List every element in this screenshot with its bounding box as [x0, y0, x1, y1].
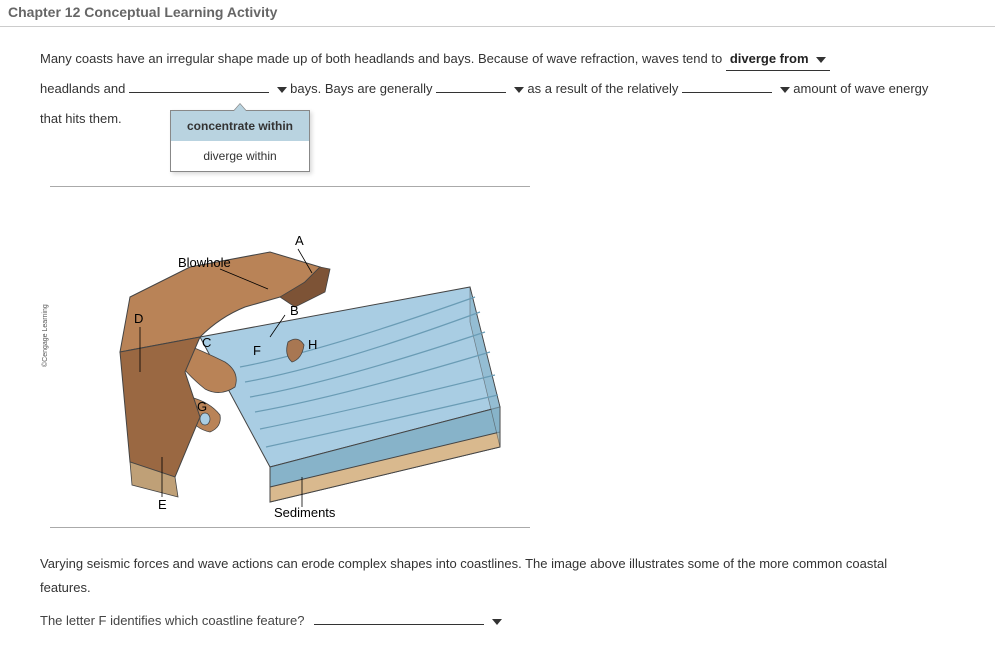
dropdown-option-concentrate[interactable]: concentrate within	[171, 111, 309, 141]
label-e: E	[158, 497, 167, 512]
dropdown-option-diverge[interactable]: diverge within	[171, 141, 309, 171]
text-seg: amount of wave energy	[793, 81, 928, 96]
post-paragraph: Varying seismic forces and wave actions …	[0, 538, 995, 605]
question-text: The letter F identifies which coastline …	[40, 613, 304, 628]
text-seg: headlands and	[40, 81, 129, 96]
coastal-diagram: A Blowhole B C D E F G H Sediments	[70, 197, 510, 517]
text-seg: that hits them.	[40, 111, 122, 126]
cliff-side-left	[120, 337, 200, 477]
blank-1-value: diverge from	[730, 51, 809, 66]
chevron-down-icon	[514, 87, 524, 93]
sea-arch	[200, 413, 210, 425]
chapter-title: Chapter 12 Conceptual Learning Activity	[0, 0, 995, 27]
text-seg: bays. Bays are generally	[290, 81, 436, 96]
label-c: C	[202, 335, 211, 350]
label-blowhole: Blowhole	[178, 255, 231, 270]
text-seg: Many coasts have an irregular shape made…	[40, 51, 726, 66]
text-seg: as a result of the relatively	[527, 81, 682, 96]
post-text-a: Varying seismic forces and wave actions …	[40, 552, 965, 575]
coastal-diagram-region: ©Cengage Learning	[50, 186, 530, 528]
label-h: H	[308, 337, 317, 352]
post-text-b: features.	[40, 576, 965, 599]
copyright-text: ©Cengage Learning	[42, 304, 49, 367]
fill-in-paragraph: Many coasts have an irregular shape made…	[0, 27, 995, 146]
chevron-down-icon	[492, 619, 502, 625]
chevron-down-icon	[277, 87, 287, 93]
label-g: G	[197, 399, 207, 414]
chevron-down-icon	[816, 57, 826, 63]
label-a: A	[295, 233, 304, 248]
dropdown-pointer-icon	[233, 103, 247, 111]
blank-3[interactable]	[436, 79, 506, 93]
question-row: The letter F identifies which coastline …	[0, 605, 995, 628]
dropdown-menu-blank-2: concentrate within diverge within	[170, 110, 310, 172]
question-blank[interactable]	[314, 611, 484, 625]
label-sediments: Sediments	[274, 505, 336, 517]
blank-1-filled[interactable]: diverge from	[726, 47, 830, 71]
blank-4[interactable]	[682, 79, 772, 93]
label-d: D	[134, 311, 143, 326]
label-f: F	[253, 343, 261, 358]
chevron-down-icon	[780, 87, 790, 93]
label-b: B	[290, 303, 299, 318]
blank-2[interactable]	[129, 79, 269, 93]
